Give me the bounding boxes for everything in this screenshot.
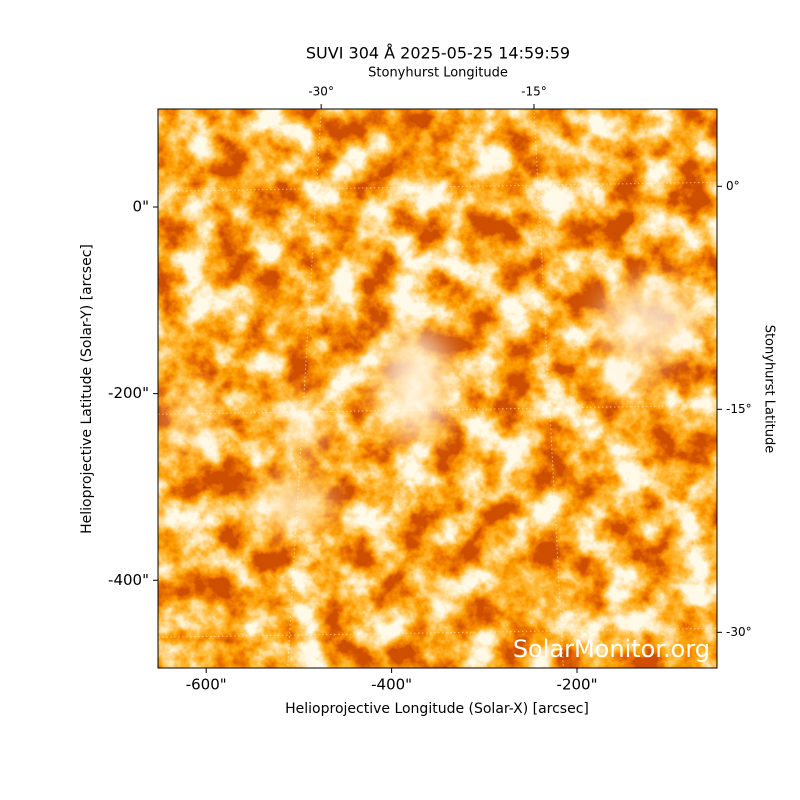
- right-tick-label: 0°: [726, 179, 740, 193]
- grid-line: [158, 627, 717, 638]
- y-axis-label: Helioprojective Latitude (Solar-Y) [arcs…: [79, 244, 95, 534]
- solar-image: [158, 109, 717, 668]
- watermark: SolarMonitor.org: [513, 635, 710, 663]
- grid-line: [158, 404, 717, 415]
- x-tick-label: -400": [371, 676, 412, 694]
- y-tick-label: 0": [133, 197, 149, 215]
- grid-line: [287, 109, 322, 668]
- top-tick-label: -15°: [521, 85, 547, 99]
- y-tick-label: -400": [108, 571, 149, 589]
- plot-frame: [157, 108, 718, 669]
- top-axis-label: Stonyhurst Longitude: [368, 66, 508, 81]
- x-tick-label: -200": [557, 676, 598, 694]
- top-tick-label: -30°: [308, 85, 334, 99]
- grid-line: [533, 109, 564, 668]
- x-axis-label: Helioprojective Longitude (Solar-X) [arc…: [285, 701, 589, 717]
- right-tick-label: -30°: [726, 625, 752, 639]
- grid-line: [158, 181, 717, 192]
- y-tick-label: -200": [108, 384, 149, 402]
- x-tick-label: -600": [186, 676, 227, 694]
- chart-title: SUVI 304 Å 2025-05-25 14:59:59: [306, 44, 570, 63]
- right-axis-label: Stonyhurst Latitude: [762, 325, 777, 454]
- right-tick-label: -15°: [726, 402, 752, 416]
